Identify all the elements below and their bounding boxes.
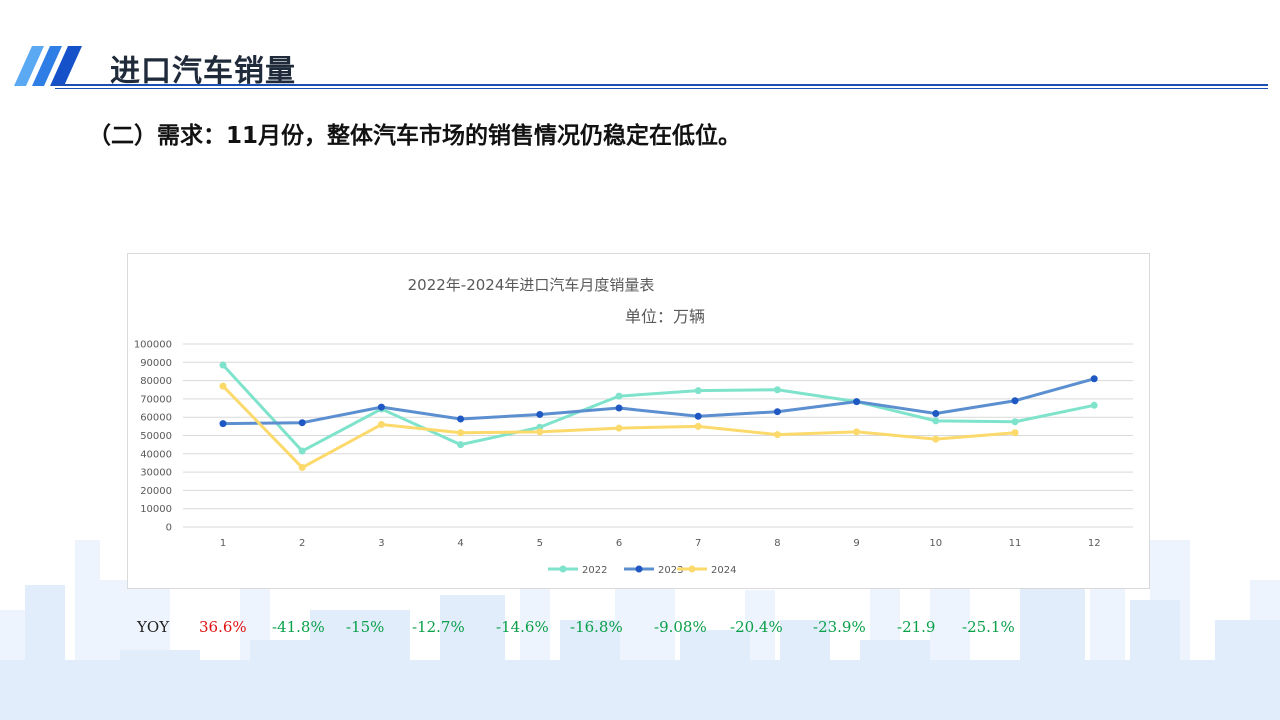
section-subtitle: （二）需求：11月份，整体汽车市场的销售情况仍稳定在低位。: [88, 123, 742, 149]
legend-item-2023: 2023: [624, 565, 683, 576]
data-point: [1011, 397, 1019, 405]
header-divider: [55, 84, 1268, 86]
yoy-value: -15%: [346, 618, 385, 636]
y-tick-label: 80000: [140, 376, 172, 387]
yoy-label: YOY: [137, 618, 170, 636]
data-point: [298, 447, 306, 455]
slash-stripes-logo: [14, 46, 82, 86]
x-tick-label: 10: [929, 538, 942, 549]
yoy-value: -20.4%: [730, 618, 783, 636]
series-line: [221, 364, 1095, 453]
series-layer: [219, 361, 1098, 472]
data-point: [615, 404, 623, 412]
yoy-value: 36.6%: [199, 618, 247, 636]
data-point: [932, 417, 940, 425]
data-point: [853, 398, 861, 406]
data-point: [377, 421, 385, 429]
y-tick-label: 30000: [140, 468, 172, 479]
grid-lines: [183, 343, 1133, 528]
yoy-value: -21.9: [897, 618, 936, 636]
yoy-value: -16.8%: [570, 618, 623, 636]
data-point: [1011, 429, 1019, 437]
line-chart-panel: 2022年-2024年进口汽车月度销量表 单位：万辆 0 10000 20000 30…: [127, 253, 1150, 589]
data-point: [773, 408, 781, 416]
data-point: [457, 415, 465, 423]
series-line: [222, 377, 1095, 426]
yoy-value: -25.1%: [962, 618, 1015, 636]
data-point: [932, 435, 940, 443]
x-tick-label: 9: [853, 538, 859, 549]
skyline-background: [0, 540, 1280, 720]
data-point: [457, 429, 465, 437]
yoy-value: -14.6%: [496, 618, 549, 636]
data-point: [377, 403, 385, 411]
data-point: [536, 410, 544, 418]
legend-marker: [559, 565, 567, 573]
yoy-value: -9.08%: [654, 618, 707, 636]
data-point: [773, 386, 781, 394]
x-tick-label: 1: [220, 538, 226, 549]
x-tick-label: 11: [1009, 538, 1022, 549]
data-point: [932, 410, 940, 418]
yoy-row: YOY 36.6% -41.8% -15% -12.7% -14.6% -16.8% -9.…: [0, 618, 1280, 642]
data-point: [1090, 375, 1098, 383]
legend-marker: [688, 565, 696, 573]
y-tick-label: 50000: [140, 431, 172, 442]
legend-marker: [635, 565, 643, 573]
y-tick-label: 0: [166, 523, 172, 534]
data-point: [219, 382, 227, 390]
legend: 2022 2023 2024: [548, 565, 736, 576]
data-point: [219, 420, 227, 428]
data-point: [615, 392, 623, 400]
legend-item-2024: 2024: [677, 565, 736, 576]
x-tick-label: 4: [457, 538, 463, 549]
legend-item-2022: 2022: [548, 565, 607, 576]
y-axis-ticks: 0 10000 20000 30000 40000 50000 60000 70000 8000…: [134, 340, 172, 534]
data-point: [694, 387, 702, 395]
series-2022: [219, 361, 1098, 455]
yoy-value: -12.7%: [412, 618, 465, 636]
data-point: [1090, 401, 1098, 409]
chart-title: 2022年-2024年进口汽车月度销量表: [408, 276, 655, 294]
legend-label: 2023: [658, 565, 683, 576]
yoy-value: -23.9%: [813, 618, 866, 636]
page-title: 进口汽车销量: [110, 54, 296, 89]
data-point: [298, 464, 306, 472]
x-tick-label: 12: [1088, 538, 1101, 549]
y-tick-label: 60000: [140, 413, 172, 424]
y-tick-label: 70000: [140, 394, 172, 405]
x-tick-label: 2: [299, 538, 305, 549]
chart-subtitle: 单位：万辆: [625, 307, 705, 326]
legend-label: 2022: [582, 565, 607, 576]
yoy-value: -41.8%: [272, 618, 325, 636]
y-tick-label: 100000: [134, 340, 172, 351]
series-2023: [219, 375, 1098, 428]
data-point: [694, 412, 702, 420]
series-2024: [219, 382, 1019, 472]
data-point: [457, 441, 465, 449]
x-tick-label: 6: [616, 538, 622, 549]
y-tick-label: 20000: [140, 486, 172, 497]
x-tick-label: 7: [695, 538, 701, 549]
data-point: [298, 419, 306, 427]
x-tick-label: 3: [378, 538, 384, 549]
line-chart: 2022年-2024年进口汽车月度销量表 单位：万辆 0100002000030…: [134, 276, 1133, 576]
data-point: [773, 431, 781, 439]
data-point: [615, 424, 623, 432]
header-divider-thin: [55, 88, 1268, 89]
legend-label: 2024: [711, 565, 736, 576]
y-tick-label: 90000: [140, 358, 172, 369]
data-point: [694, 422, 702, 430]
y-tick-label: 10000: [140, 504, 172, 515]
data-point: [1011, 418, 1019, 426]
data-point: [853, 428, 861, 436]
data-point: [219, 361, 227, 369]
data-point: [536, 428, 544, 436]
x-tick-label: 5: [537, 538, 543, 549]
x-axis-ticks: 1 2 3 4 5 6 7 8 9 10 11 12: [220, 538, 1101, 549]
y-tick-label: 40000: [140, 449, 172, 460]
x-tick-label: 8: [774, 538, 780, 549]
